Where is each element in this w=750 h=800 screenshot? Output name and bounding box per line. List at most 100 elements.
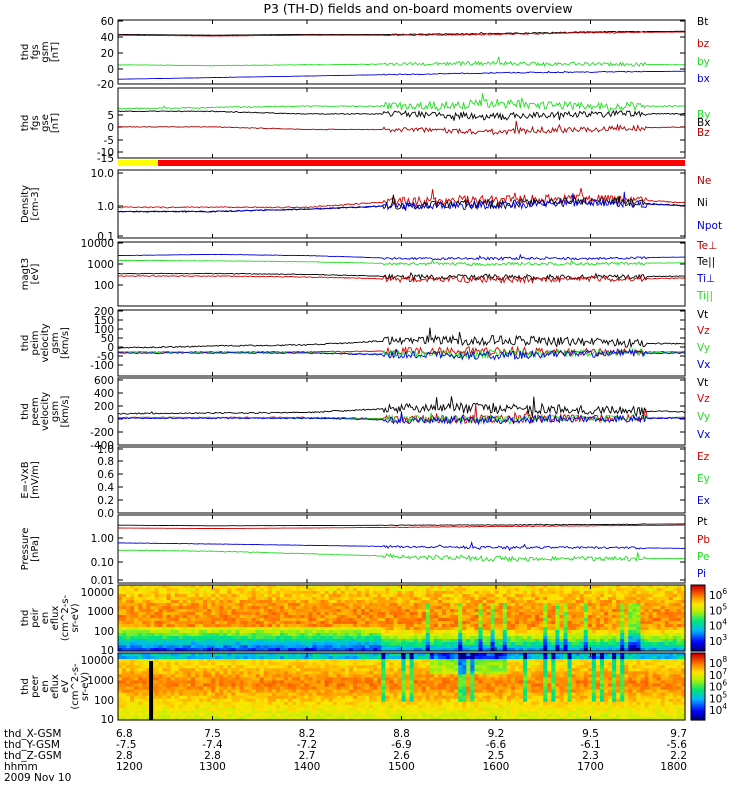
spec-cell bbox=[567, 609, 573, 613]
spec-cell bbox=[223, 609, 228, 613]
spec-cell bbox=[130, 615, 135, 619]
ylabel-efield: E=-VxB [mV/m] bbox=[20, 461, 41, 499]
spec-cell bbox=[304, 704, 309, 709]
ylabel-line: en bbox=[40, 680, 51, 693]
spec-cell bbox=[389, 600, 394, 604]
spec-cell bbox=[539, 591, 544, 595]
spec-cell bbox=[474, 621, 480, 625]
spec-cell bbox=[636, 633, 642, 637]
spec-cell bbox=[170, 686, 176, 691]
spec-cell bbox=[267, 674, 273, 678]
spec-cell bbox=[267, 665, 273, 669]
spec-cell bbox=[174, 645, 180, 649]
spec-cell bbox=[308, 648, 313, 652]
spec-cell bbox=[636, 594, 642, 598]
spec-cell bbox=[316, 591, 322, 595]
spec-cell bbox=[328, 624, 334, 628]
spec-cell bbox=[296, 594, 301, 598]
spec-cell bbox=[644, 585, 650, 589]
spec-cell bbox=[527, 594, 532, 598]
spec-cell bbox=[506, 615, 512, 619]
spec-cell bbox=[243, 645, 249, 649]
spec-cell bbox=[259, 621, 265, 625]
spec-cell bbox=[393, 603, 399, 607]
spec-cell bbox=[235, 624, 241, 628]
spec-cell bbox=[130, 585, 135, 589]
spec-cell bbox=[664, 639, 670, 643]
spec-cell bbox=[231, 686, 237, 691]
spec-cell bbox=[203, 603, 208, 607]
spec-cell bbox=[672, 642, 678, 646]
spec-cell bbox=[227, 671, 232, 675]
spec-cell bbox=[280, 659, 285, 663]
spec-cell bbox=[312, 597, 318, 601]
spec-cell bbox=[215, 656, 220, 660]
panel-velocity_esa: thd peim velocity gsm [km/s]200150100500-50-… bbox=[20, 306, 710, 377]
colorbar-tick-label: 106 bbox=[709, 587, 727, 602]
spec-cell bbox=[680, 588, 686, 592]
spec-cell bbox=[190, 668, 196, 672]
spec-cell bbox=[227, 621, 232, 625]
spec-cell bbox=[324, 621, 330, 625]
spec-cell bbox=[178, 656, 184, 660]
spec-cell bbox=[130, 645, 135, 649]
spec-cell bbox=[251, 615, 257, 619]
spec-cell bbox=[207, 656, 212, 660]
spec-cell bbox=[118, 606, 123, 610]
spec-cell bbox=[470, 633, 475, 637]
spec-cell bbox=[510, 594, 516, 598]
spec-cell bbox=[425, 636, 431, 640]
spec-cell bbox=[543, 630, 548, 634]
spec-cell bbox=[356, 668, 362, 672]
spec-cell bbox=[336, 615, 342, 619]
spec-cell bbox=[255, 677, 261, 682]
spec-cell bbox=[575, 621, 581, 625]
spec-cell bbox=[312, 707, 318, 712]
spec-cell bbox=[308, 618, 313, 622]
spec-cell bbox=[421, 606, 427, 610]
spec-cell bbox=[316, 674, 322, 678]
spec-cell bbox=[162, 683, 168, 688]
spec-cell bbox=[604, 648, 609, 652]
spec-cell bbox=[304, 615, 309, 619]
spec-cell bbox=[470, 603, 475, 607]
spec-cell bbox=[154, 704, 160, 709]
spec-cell bbox=[361, 656, 366, 660]
spec-cell bbox=[454, 612, 459, 616]
spec-cell bbox=[259, 668, 265, 672]
spec-cell bbox=[267, 680, 273, 685]
spec-cell bbox=[458, 642, 463, 646]
spec-cell bbox=[182, 588, 188, 592]
spec-cell bbox=[656, 615, 662, 619]
spec-cell bbox=[348, 659, 354, 663]
spec-cell bbox=[316, 704, 322, 709]
spec-cell bbox=[494, 645, 500, 649]
spec-cell bbox=[608, 603, 613, 607]
spec-cell bbox=[158, 600, 164, 604]
spec-cell bbox=[271, 704, 277, 709]
spec-cell bbox=[247, 713, 253, 718]
spec-cell bbox=[466, 633, 471, 637]
spec-cell bbox=[308, 627, 313, 631]
spec-cell bbox=[271, 677, 277, 682]
spec-cell bbox=[567, 591, 573, 595]
spec-cell bbox=[190, 612, 196, 616]
spec-cell bbox=[239, 680, 245, 685]
spec-cell bbox=[377, 642, 382, 646]
spec-cell bbox=[154, 585, 160, 589]
spec-cell bbox=[437, 627, 443, 631]
spec-cell bbox=[583, 615, 589, 619]
spec-cell bbox=[194, 674, 200, 678]
spec-cell bbox=[247, 639, 253, 643]
spec-cell bbox=[628, 597, 633, 601]
spec-cell bbox=[211, 710, 216, 715]
spec-cell bbox=[348, 692, 354, 697]
spec-cell bbox=[356, 621, 362, 625]
spec-cell bbox=[377, 612, 382, 616]
spec-cell bbox=[227, 609, 232, 613]
spec-cell bbox=[571, 630, 577, 634]
spec-cell bbox=[502, 600, 508, 604]
spec-cell bbox=[320, 618, 326, 622]
spec-cell bbox=[158, 713, 164, 718]
spec-cell bbox=[575, 609, 581, 613]
